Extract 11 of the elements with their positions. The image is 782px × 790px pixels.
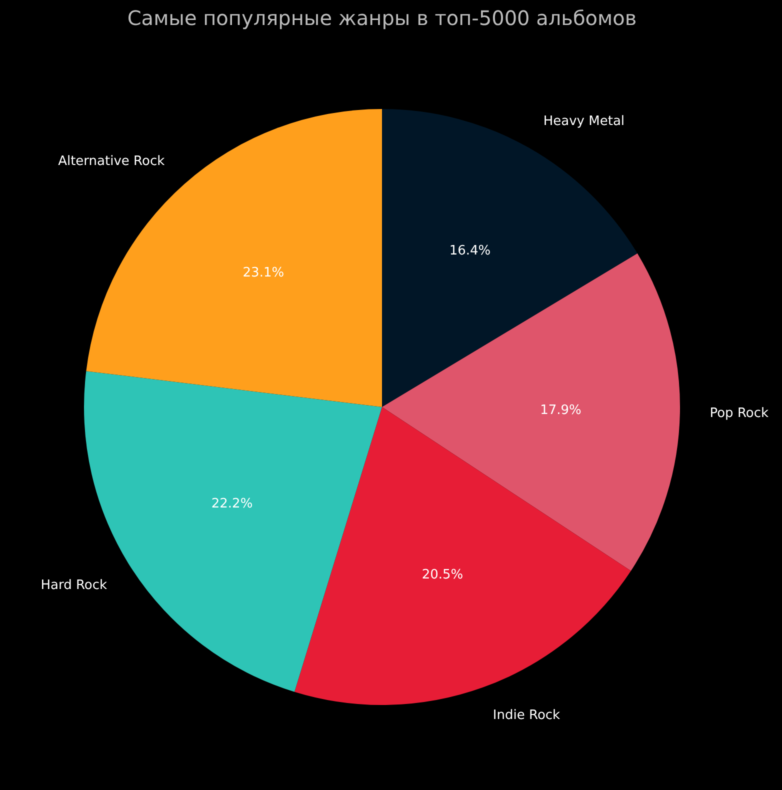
slice-label: Alternative Rock [58,154,166,170]
data-label: 16.4% [449,244,491,259]
slice-label: Pop Rock [710,406,769,422]
slice-label: Indie Rock [492,708,561,723]
data-label: 22.2% [211,496,253,512]
data-label: 23.1% [242,266,284,281]
chart-title: Самые популярные жанры в топ-5000 альбомов [127,6,637,30]
slice-label: Heavy Metal [543,114,625,130]
data-label: 20.5% [422,568,464,583]
slice-label: Hard Rock [40,578,108,593]
data-label: 17.9% [540,403,582,418]
